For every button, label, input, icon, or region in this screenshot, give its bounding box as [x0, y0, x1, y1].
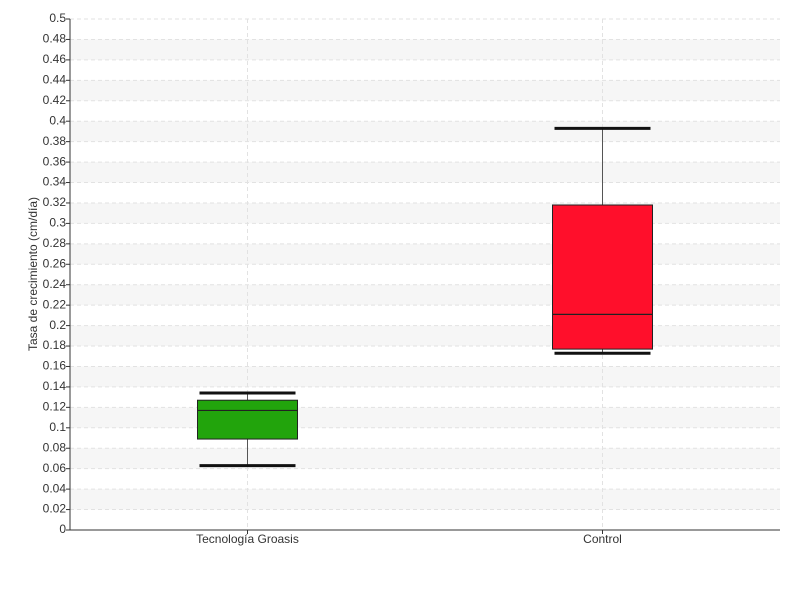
y-tick-label: 0.46 — [43, 52, 67, 66]
y-tick-label: 0.24 — [43, 277, 67, 291]
y-axis-label: Tasa de crecimiento (cm/día) — [26, 197, 40, 351]
grid-band — [70, 284, 780, 306]
grid-band — [70, 202, 780, 224]
grid-band — [70, 366, 780, 387]
grid-band — [70, 325, 780, 347]
y-tick-label: 0.06 — [43, 461, 67, 475]
y-tick-label: 0.1 — [49, 420, 66, 434]
x-tick-label: Control — [583, 532, 622, 546]
grid-band — [70, 489, 780, 510]
grid-band — [70, 407, 780, 428]
y-tick-label: 0.26 — [43, 256, 67, 270]
y-tick-label: 0.4 — [49, 113, 66, 127]
x-tick-label: Tecnología Groasis — [196, 532, 299, 546]
y-tick-label: 0.34 — [43, 175, 67, 189]
y-tick-label: 0.14 — [43, 379, 67, 393]
grid-band — [70, 162, 780, 183]
box — [197, 399, 298, 440]
y-tick-label: 0.32 — [43, 195, 67, 209]
grid-band — [70, 39, 780, 60]
y-tick-label: 0.12 — [43, 400, 67, 414]
y-tick-label: 0.42 — [43, 93, 67, 107]
y-tick-label: 0.36 — [43, 154, 67, 168]
y-tick-label: 0.48 — [43, 32, 67, 46]
y-tick-label: 0.3 — [49, 216, 66, 230]
y-tick-label: 0.02 — [43, 502, 67, 516]
y-tick-label: 0 — [59, 522, 66, 536]
grid-band — [70, 243, 780, 265]
y-tick-label: 0.16 — [43, 359, 67, 373]
y-tick-label: 0.28 — [43, 236, 67, 250]
grid-band — [70, 121, 780, 142]
y-tick-label: 0.08 — [43, 440, 67, 454]
box — [552, 204, 653, 350]
y-tick-label: 0.18 — [43, 338, 67, 352]
y-tick-label: 0.38 — [43, 134, 67, 148]
y-tick-label: 0.04 — [43, 481, 67, 495]
y-tick-label: 0.2 — [49, 318, 66, 332]
grid-band — [70, 448, 780, 469]
grid-band — [70, 80, 780, 101]
y-tick-label: 0.44 — [43, 72, 67, 86]
y-tick-label: 0.5 — [49, 11, 66, 25]
y-tick-label: 0.22 — [43, 297, 67, 311]
